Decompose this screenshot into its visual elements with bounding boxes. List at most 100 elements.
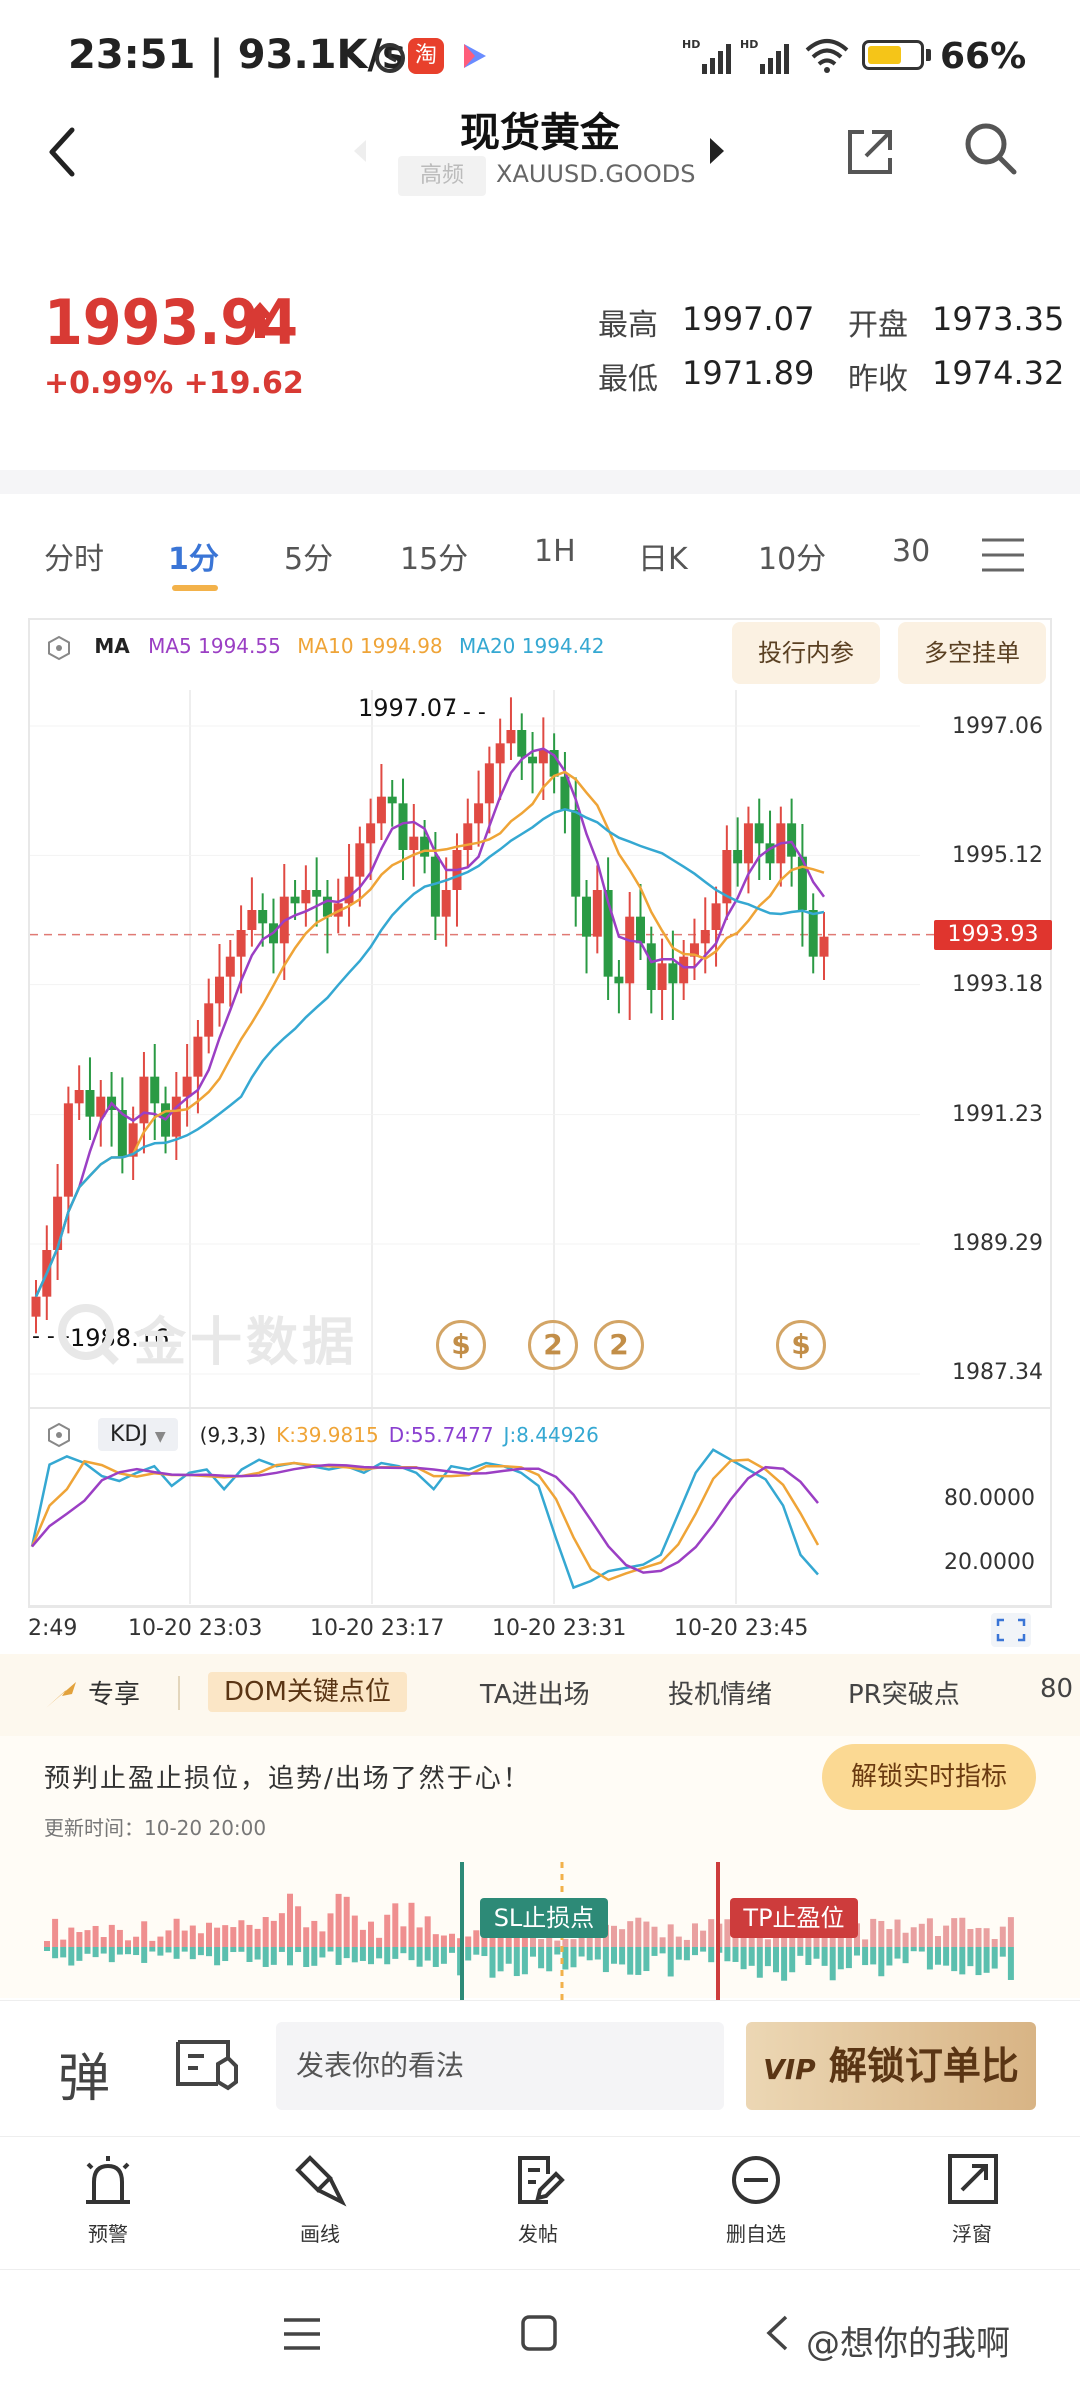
dom-bar-up-80 (692, 1923, 698, 1947)
dom-bar-down-110 (935, 1947, 941, 1965)
draw-line-tool[interactable]: 画线 (260, 2152, 380, 2247)
insider-report-button[interactable]: 投行内参 (732, 622, 880, 684)
tab-pr-breakout[interactable]: PR突破点 (848, 1680, 960, 1710)
candle-body-26 (312, 890, 322, 897)
unlock-realtime-button[interactable]: 解锁实时指标 (822, 1744, 1036, 1810)
long-short-orders-button[interactable]: 多空挂单 (898, 622, 1046, 684)
candle-body-40 (463, 823, 473, 850)
dom-bar-down-69 (602, 1947, 609, 1973)
candle-body-61 (689, 943, 699, 957)
tab-more[interactable]: 80 (1040, 1674, 1074, 1704)
dom-bar-down-89 (764, 1947, 771, 1967)
tab-speculative-sentiment[interactable]: 投机情绪 (668, 1680, 773, 1710)
dom-bar-down-91 (781, 1947, 788, 1981)
dom-bar-down-50 (449, 1947, 455, 1953)
comment-input[interactable]: 发表你的看法 (276, 2022, 724, 2110)
dom-bar-up-72 (627, 1921, 634, 1947)
recent-apps-icon[interactable] (282, 2316, 322, 2352)
float-window-tool[interactable]: 浮窗 (912, 2152, 1032, 2247)
settings-hex-icon[interactable] (46, 635, 72, 661)
tab-10min[interactable]: 10分 (758, 542, 827, 577)
next-instrument-icon[interactable] (708, 136, 726, 166)
remove-favorite-tool[interactable]: 删自选 (696, 2152, 816, 2247)
dom-bar-up-104 (886, 1929, 893, 1947)
dom-bar-down-68 (594, 1947, 601, 1960)
low-value: 1971.89 (682, 354, 815, 392)
dom-bar-up-35 (327, 1913, 334, 1947)
dom-bar-up-23 (230, 1927, 237, 1947)
tab-dom-key-levels[interactable]: DOM关键点位 (208, 1672, 407, 1712)
dom-bar-down-19 (197, 1947, 204, 1956)
alert-tool[interactable]: 预警 (48, 2152, 168, 2247)
menu-icon[interactable] (980, 536, 1026, 574)
candlestick-chart[interactable] (0, 0, 1080, 1640)
candle-body-0 (31, 1296, 41, 1317)
candle-body-42 (484, 763, 494, 804)
tab-1min[interactable]: 1分 (168, 542, 219, 577)
dom-bar-down-104 (886, 1947, 893, 1966)
candle-body-48 (549, 750, 559, 777)
danmaku-toggle-icon[interactable]: 弹 (58, 2049, 111, 2109)
battery-percent: 66% (940, 36, 1027, 77)
dom-bar-up-71 (619, 1929, 626, 1947)
candle-body-10 (139, 1076, 149, 1124)
dom-bar-down-78 (675, 1947, 682, 1960)
ticket-icon[interactable] (174, 2036, 240, 2092)
unlock-order-ratio-button[interactable]: VIP 解锁订单比 (746, 2022, 1036, 2110)
price-up-arrow-icon (246, 302, 274, 338)
dom-bar-up-20 (206, 1922, 212, 1947)
tab-daily[interactable]: 日K (638, 542, 688, 577)
candle-body-20 (247, 910, 257, 930)
kdj-settings-icon[interactable] (46, 1422, 72, 1448)
back-arrow-icon[interactable] (44, 126, 80, 178)
dom-bar-up-36 (335, 1893, 342, 1947)
jin10-logo-icon (58, 1304, 119, 1365)
ma5-value: MA5 1994.55 (148, 634, 281, 658)
y-tick-1987.34: 1987.34 (952, 1360, 1043, 1385)
dom-bar-down-76 (659, 1947, 666, 1954)
prev-instrument-icon[interactable] (352, 138, 368, 164)
event-icon-count-2[interactable]: 2 (594, 1320, 644, 1370)
share-icon[interactable] (842, 124, 898, 180)
event-icon-dollar-2[interactable]: $ (776, 1320, 826, 1370)
prev-close-label: 昨收 (848, 362, 908, 397)
dom-bar-up-2 (60, 1939, 67, 1947)
kdj-level-80: 80.0000 (944, 1486, 1035, 1511)
fullscreen-icon[interactable] (990, 1612, 1032, 1648)
dom-bar-up-107 (910, 1927, 917, 1947)
tab-5min[interactable]: 5分 (284, 542, 334, 577)
chevron-down-icon: ▼ (154, 1429, 166, 1445)
candle-body-62 (700, 930, 710, 944)
dom-bar-up-27 (262, 1917, 269, 1947)
dom-bar-up-30 (287, 1893, 293, 1947)
dom-bar-up-111 (943, 1925, 950, 1947)
home-icon[interactable] (520, 2314, 558, 2352)
dom-bar-down-100 (854, 1947, 860, 1956)
dom-bar-down-25 (246, 1947, 253, 1962)
dom-bar-up-21 (214, 1927, 221, 1947)
candle-body-8 (117, 1110, 127, 1157)
tab-timeshare[interactable]: 分时 (44, 542, 104, 577)
tab-ta-entry-exit[interactable]: TA进出场 (480, 1680, 590, 1710)
candle-body-56 (635, 916, 645, 944)
post-tool[interactable]: 发帖 (478, 2152, 598, 2247)
event-icon-dollar-1[interactable]: $ (436, 1320, 486, 1370)
dom-bar-down-3 (68, 1947, 75, 1966)
dom-bar-up-42 (384, 1914, 391, 1947)
event-icon-count-1[interactable]: 2 (528, 1320, 578, 1370)
back-nav-icon[interactable] (764, 2314, 790, 2352)
search-icon[interactable] (962, 120, 1020, 178)
dom-bar-up-47 (424, 1916, 431, 1947)
tab-30min[interactable]: 30 (892, 534, 931, 569)
dom-bar-down-38 (351, 1947, 358, 1963)
indicator-select[interactable]: KDJ ▼ (98, 1418, 178, 1451)
dom-bar-down-35 (327, 1947, 334, 1952)
tab-15min[interactable]: 15分 (400, 542, 469, 577)
dom-bar-down-49 (440, 1947, 447, 1964)
candle-body-9 (128, 1123, 138, 1157)
dom-bar-down-21 (214, 1947, 221, 1966)
wifi-icon (805, 39, 849, 73)
dom-bar-up-116 (983, 1928, 990, 1947)
tab-1h[interactable]: 1H (534, 534, 576, 569)
frequency-badge: 高频 (398, 156, 486, 196)
